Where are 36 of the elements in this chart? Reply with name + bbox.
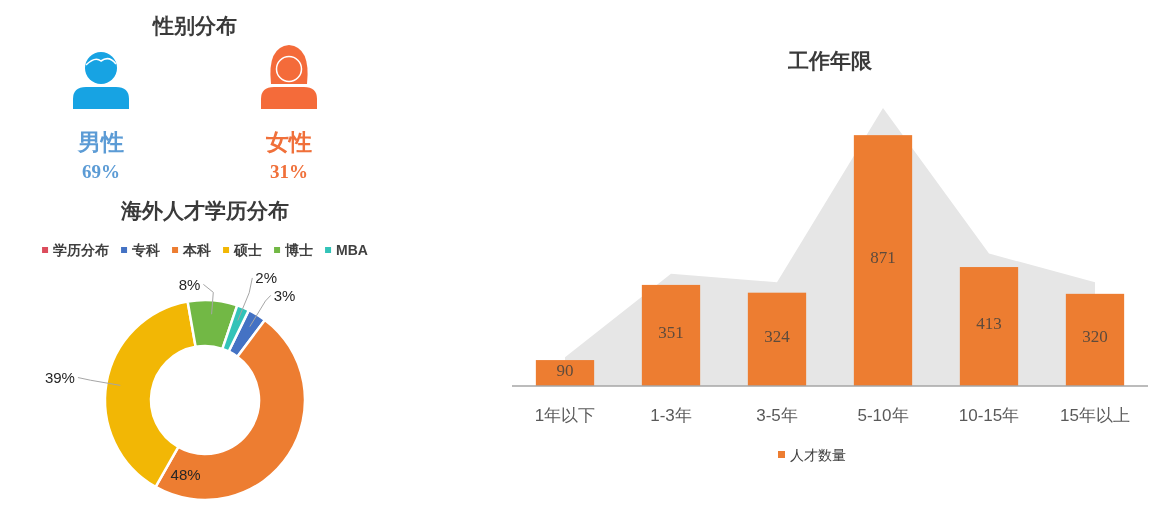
bar: [641, 284, 701, 386]
x-tick-label: 15年以上: [1060, 406, 1130, 425]
text: 男性: [77, 129, 124, 155]
data-label: 39%: [44, 369, 75, 387]
data-label: 2%: [255, 269, 277, 287]
text: 女性: [265, 129, 312, 155]
data-label: 871: [870, 248, 896, 268]
legend-label: 学历分布: [53, 242, 110, 258]
data-label: 351: [658, 322, 684, 342]
data-label: 3%: [273, 286, 296, 304]
x-tick-label: 10-15年: [958, 406, 1020, 425]
data-label: 8%: [178, 275, 201, 293]
chart-title: 海外人才学历分布: [120, 199, 289, 222]
legend-label: 博士: [284, 242, 314, 258]
text: 31%: [270, 161, 308, 182]
data-label: 90: [556, 360, 574, 380]
bar: [959, 267, 1019, 386]
x-tick-label: 1年以下: [534, 406, 596, 425]
legend-label: MBA: [336, 242, 368, 258]
text: 69%: [82, 161, 120, 182]
legend-label: 人才数量: [790, 447, 846, 463]
bar: [1065, 293, 1125, 386]
data-label: 48%: [170, 466, 201, 484]
legend-label: 本科: [182, 242, 212, 258]
x-tick-label: 1-3年: [650, 406, 692, 425]
bar: [747, 292, 807, 386]
data-label: 324: [764, 326, 791, 346]
x-tick-label: 3-5年: [756, 406, 798, 425]
text: 性别分布: [151, 14, 237, 37]
x-tick-label: 5-10年: [857, 406, 909, 425]
data-label: 320: [1082, 327, 1108, 347]
bar: [853, 135, 913, 386]
legend-label: 硕士: [233, 242, 263, 258]
legend-label: 专科: [131, 242, 161, 258]
chart-title: 工作年限: [787, 49, 873, 72]
data-label: 413: [976, 314, 1002, 334]
